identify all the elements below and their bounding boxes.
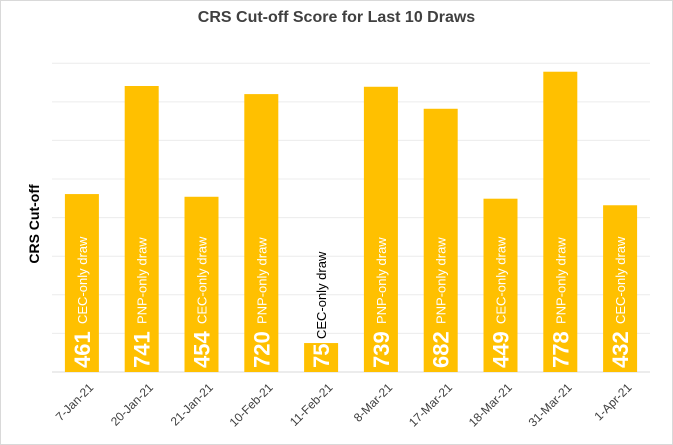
bar-11-Feb-21 — [304, 343, 339, 372]
bar-18-Mar-21 — [483, 198, 518, 372]
bar-20-Jan-21 — [124, 86, 159, 372]
x-tick-label: 20-Jan-21 — [108, 380, 156, 428]
bar-value-label: 739 — [369, 331, 394, 368]
bar-value-label: 682 — [429, 331, 454, 368]
x-tick-label: 11-Feb-21 — [287, 380, 336, 429]
x-tick-label: 1-Apr-21 — [592, 380, 635, 423]
bar-annotation: CEC-only draw — [314, 251, 329, 339]
bar-value-label: 778 — [548, 331, 573, 368]
bar-21-Jan-21 — [184, 196, 219, 372]
bar-annotation: PNP-only draw — [135, 237, 150, 324]
x-tick-label: 21-Jan-21 — [168, 380, 216, 428]
bar-annotation: PNP-only draw — [434, 237, 449, 324]
bar-value-label: 461 — [70, 331, 95, 368]
x-tick-label: 18-Mar-21 — [466, 380, 515, 429]
chart-title: CRS Cut-off Score for Last 10 Draws — [197, 9, 476, 26]
bar-value-label: 741 — [130, 331, 155, 368]
bar-annotation: CEC-only draw — [195, 236, 210, 324]
bar-17-Mar-21 — [423, 108, 458, 373]
bar-annotation: CEC-only draw — [75, 236, 90, 324]
bar-value-label: 454 — [190, 331, 215, 368]
bar-7-Jan-21 — [64, 194, 99, 372]
bar-8-Mar-21 — [363, 86, 398, 373]
x-tick-label: 10-Feb-21 — [227, 380, 276, 429]
bar-annotation: CEC-only draw — [613, 236, 628, 324]
bar-10-Feb-21 — [244, 94, 279, 373]
bar-annotation: PNP-only draw — [254, 237, 269, 324]
bars: 461 CEC-only draw 741 PNP-only draw 454 CEC-o… — [64, 71, 638, 373]
bar-31-Mar-21 — [543, 71, 578, 372]
bar-annotation: CEC-only draw — [494, 236, 509, 324]
x-tick-label: 17-Mar-21 — [406, 380, 455, 429]
bar-value-label: 75 — [309, 344, 334, 368]
bar-value-label: 720 — [249, 331, 274, 368]
bar-annotation: PNP-only draw — [553, 237, 568, 324]
x-tick-labels: 7-Jan-21 20-Jan-21 21-Jan-21 10-Feb-21 11-Fe… — [53, 380, 635, 429]
bar-1-Apr-21 — [603, 205, 638, 372]
x-tick-label: 8-Mar-21 — [351, 380, 396, 425]
bar-annotation: PNP-only draw — [374, 237, 389, 324]
bar-value-label: 449 — [489, 331, 514, 368]
x-tick-label: 31-Mar-21 — [526, 380, 575, 429]
bar-value-label: 432 — [608, 331, 633, 368]
x-tick-label: 7-Jan-21 — [53, 380, 97, 424]
